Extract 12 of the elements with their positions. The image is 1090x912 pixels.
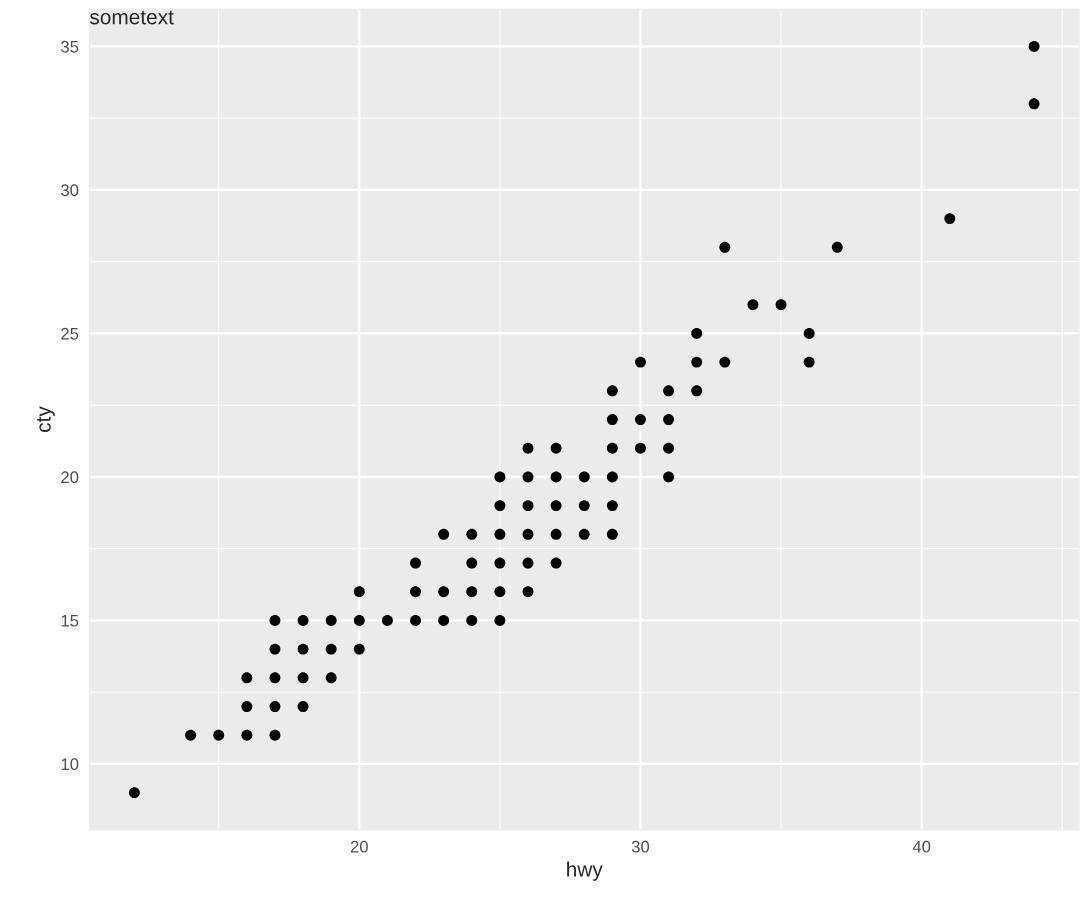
x-tick-label: 30: [631, 840, 650, 853]
y-axis-title: cty: [37, 406, 55, 432]
x-axis-title: hwy: [567, 861, 603, 881]
y-tick-label: 30: [61, 184, 79, 197]
y-tick-label: 35: [61, 40, 79, 53]
y-tick-label: 25: [61, 327, 79, 340]
y-tick-label: 20: [61, 471, 79, 484]
annotation: sometext: [89, 10, 174, 25]
y-tick-label: 10: [61, 758, 79, 771]
x-tick-label: 20: [350, 840, 368, 853]
x-tick-label: 40: [912, 840, 931, 853]
y-tick-label: 15: [61, 614, 79, 627]
